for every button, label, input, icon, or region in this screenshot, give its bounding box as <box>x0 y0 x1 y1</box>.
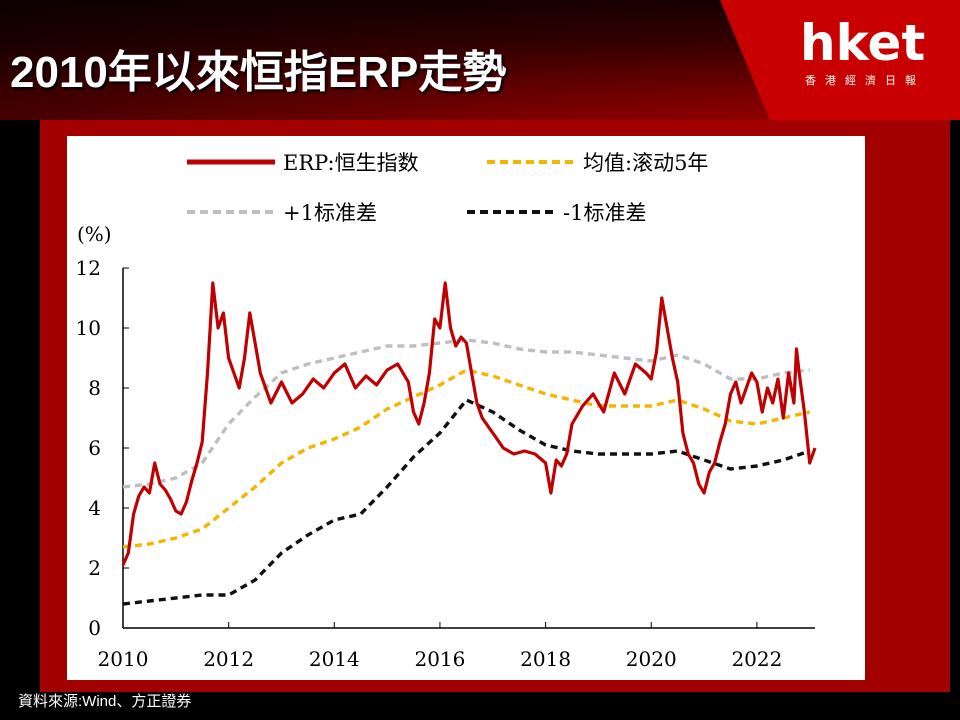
series-line-2 <box>122 338 810 489</box>
hket-logo: hket <box>800 14 926 72</box>
x-tick-label: 2012 <box>203 647 254 671</box>
frame-left-edge <box>0 120 40 692</box>
y-tick-label: 4 <box>88 496 101 520</box>
series-line-3 <box>122 398 811 606</box>
series-line-1 <box>122 368 811 549</box>
y-tick-label: 6 <box>88 436 101 460</box>
y-tick-label: 10 <box>76 316 101 340</box>
y-tick-label: 2 <box>88 556 101 580</box>
y-tick-label: 8 <box>88 376 101 400</box>
y-axis-label: (%) <box>77 222 112 246</box>
legend-label-3: -1标准差 <box>563 201 646 225</box>
y-tick-label: 0 <box>88 616 101 640</box>
source-note: 資料來源:Wind、方正證券 <box>18 693 192 710</box>
legend-label-1: 均值:滚动5年 <box>583 151 708 175</box>
x-tick-label: 2018 <box>520 647 571 671</box>
x-tick-label: 2020 <box>626 647 677 671</box>
chart-area: 0 2 4 6 8 10 12 2010 2012 2014 2016 2018 2020 2022 (%)… <box>67 136 865 680</box>
x-tick-label: 2010 <box>98 647 149 671</box>
hket-logo-subtitle: 香港經濟日報 <box>805 75 925 87</box>
slide-title: 2010年以來恒指ERP走勢 <box>10 48 507 97</box>
y-tick-label: 12 <box>76 256 101 280</box>
x-tick-label: 2016 <box>414 647 465 671</box>
legend-label-0: ERP:恒生指数 <box>283 151 419 175</box>
legend-label-2: +1标准差 <box>283 201 377 225</box>
erp-line-chart: 0 2 4 6 8 10 12 2010 2012 2014 2016 2018 2020 2022 (%)… <box>76 151 817 671</box>
series-line-0 <box>121 281 817 566</box>
x-tick-label: 2014 <box>309 647 360 671</box>
x-tick-label: 2022 <box>731 647 782 671</box>
